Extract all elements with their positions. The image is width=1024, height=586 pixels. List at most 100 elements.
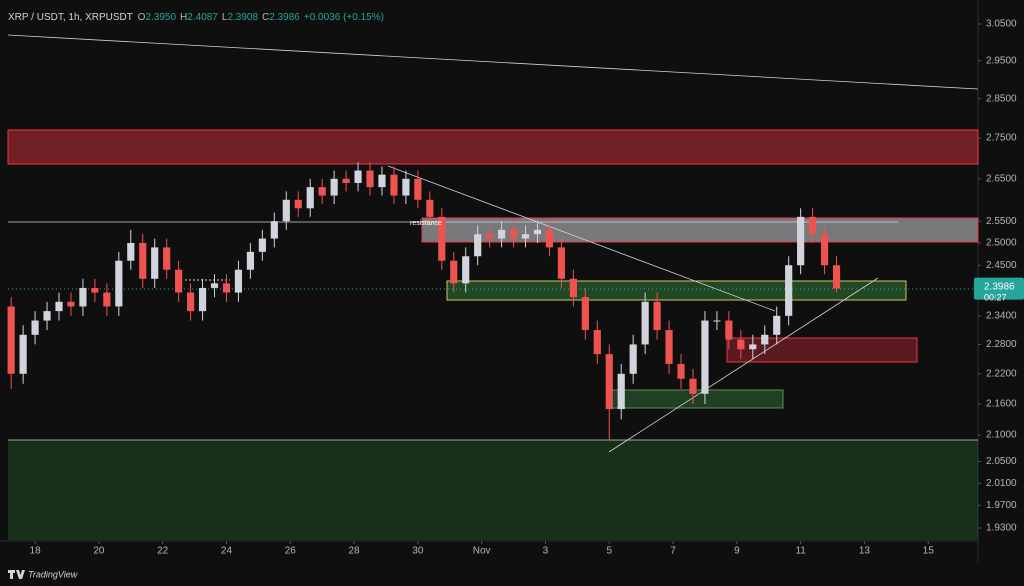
candle-body: [31, 320, 39, 335]
candle-body: [127, 242, 135, 261]
header-part: 2.3986: [269, 12, 300, 23]
candle-body: [761, 334, 769, 345]
y-tick-label: 2.5000: [986, 238, 1017, 249]
x-tick-label: 18: [30, 546, 42, 557]
candle-body: [426, 199, 434, 217]
candle-body: [318, 187, 326, 196]
candle-body: [809, 216, 817, 235]
candle-body: [689, 378, 697, 394]
header-part: 2.4087: [187, 12, 218, 23]
candle-body: [151, 247, 159, 279]
candle-body: [665, 330, 673, 364]
candle-body: [79, 287, 87, 307]
candle-body: [605, 354, 613, 410]
x-tick-label: 3: [543, 546, 549, 557]
candle-body: [521, 234, 530, 239]
candle-body: [306, 187, 314, 209]
y-tick-label: 2.6500: [986, 173, 1017, 184]
candle-body: [187, 292, 195, 312]
x-tick-label: 28: [349, 546, 361, 557]
candle-body: [581, 297, 589, 331]
candle-body: [701, 320, 709, 394]
candle-body: [474, 234, 482, 257]
green-zone-small: [611, 389, 784, 409]
candle-body: [234, 269, 243, 293]
x-tick-label: 5: [606, 546, 612, 557]
y-tick-label: 2.1000: [986, 430, 1017, 441]
x-tick-label: 13: [859, 546, 871, 557]
candle-body: [593, 330, 601, 355]
candle-body: [498, 229, 506, 239]
header-part: C: [262, 12, 269, 23]
price-tag-label: 2.3986: [984, 282, 1015, 293]
candle-body: [557, 247, 565, 279]
candle-body: [545, 229, 554, 248]
candle-body: [832, 265, 841, 289]
candle-body: [629, 344, 637, 374]
candle-body: [198, 287, 207, 312]
candle-body: [462, 256, 470, 284]
header-part: L: [222, 12, 228, 23]
x-tick-label: 7: [670, 546, 676, 557]
candle-body: [103, 292, 111, 307]
candle-body: [653, 301, 661, 331]
candle-body: [820, 234, 829, 266]
candle-body: [91, 287, 99, 293]
y-tick-label: 3.0500: [986, 19, 1017, 30]
x-tick-label: 30: [412, 546, 424, 557]
supply-zone: [7, 129, 979, 165]
y-tick-label: 2.7500: [986, 133, 1017, 144]
header-part: 2.3950: [145, 12, 176, 23]
candle-body: [533, 229, 542, 235]
candle-body: [366, 170, 374, 188]
candle-body: [330, 178, 338, 196]
candle-body: [258, 238, 266, 252]
header-part: O: [138, 12, 146, 23]
candle-body: [378, 174, 386, 188]
y-tick-label: 2.4500: [986, 260, 1017, 271]
brand: TradingView: [28, 569, 78, 579]
y-tick-label: 2.5500: [986, 216, 1017, 227]
demand-zone: [8, 440, 978, 540]
x-tick-label: 15: [923, 546, 935, 557]
footer: [0, 562, 1024, 586]
candle-body: [222, 283, 231, 293]
y-tick-label: 2.2200: [986, 368, 1017, 379]
candle-body: [737, 339, 745, 350]
y-tick-label: 2.9500: [986, 55, 1017, 66]
y-tick-label: 2.2800: [986, 339, 1017, 350]
x-tick-label: 9: [734, 546, 740, 557]
candle-body: [749, 344, 757, 350]
header: XRP / USDT, 1h, XRPUSDT O2.3950 H2.4087 L2.…: [8, 12, 384, 23]
brand-logo: [8, 570, 25, 579]
candle-body: [282, 199, 290, 222]
header-part: H: [180, 12, 187, 23]
candle-body: [139, 242, 147, 279]
candle-body: [617, 373, 625, 410]
candle-body: [294, 199, 302, 209]
candle-body: [797, 216, 805, 266]
candle-body: [402, 178, 410, 196]
candle-body: [509, 229, 518, 239]
x-tick-label: 11: [795, 546, 806, 557]
y-tick-label: 1.9700: [986, 500, 1017, 511]
x-tick-label: 22: [157, 546, 169, 557]
header-part: 2.3908: [227, 12, 258, 23]
candle-body: [43, 311, 51, 321]
candle-body: [342, 178, 350, 183]
x-tick-label: 26: [285, 546, 297, 557]
candle-body: [115, 260, 123, 307]
y-tick-label: 2.0100: [986, 478, 1017, 489]
y-tick-label: 1.9300: [986, 523, 1017, 534]
trend-line: [7, 34, 979, 90]
candle-body: [19, 334, 27, 374]
candle-body: [641, 301, 649, 345]
candle-body: [450, 260, 458, 284]
candle-body: [713, 320, 721, 322]
candle-body: [725, 320, 733, 340]
candle-body: [246, 251, 254, 270]
y-tick-label: 2.1600: [986, 399, 1017, 410]
price-tag: [974, 277, 1024, 300]
